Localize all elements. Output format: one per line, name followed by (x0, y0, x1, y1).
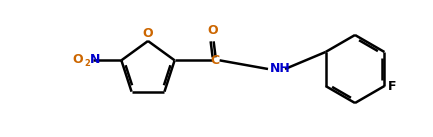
Text: F: F (388, 79, 396, 92)
Text: C: C (210, 54, 219, 67)
Text: 2: 2 (84, 59, 90, 68)
Text: N: N (90, 53, 101, 66)
Text: NH: NH (270, 62, 291, 75)
Text: O: O (207, 24, 218, 37)
Text: O: O (73, 53, 84, 66)
Text: O: O (143, 27, 153, 40)
